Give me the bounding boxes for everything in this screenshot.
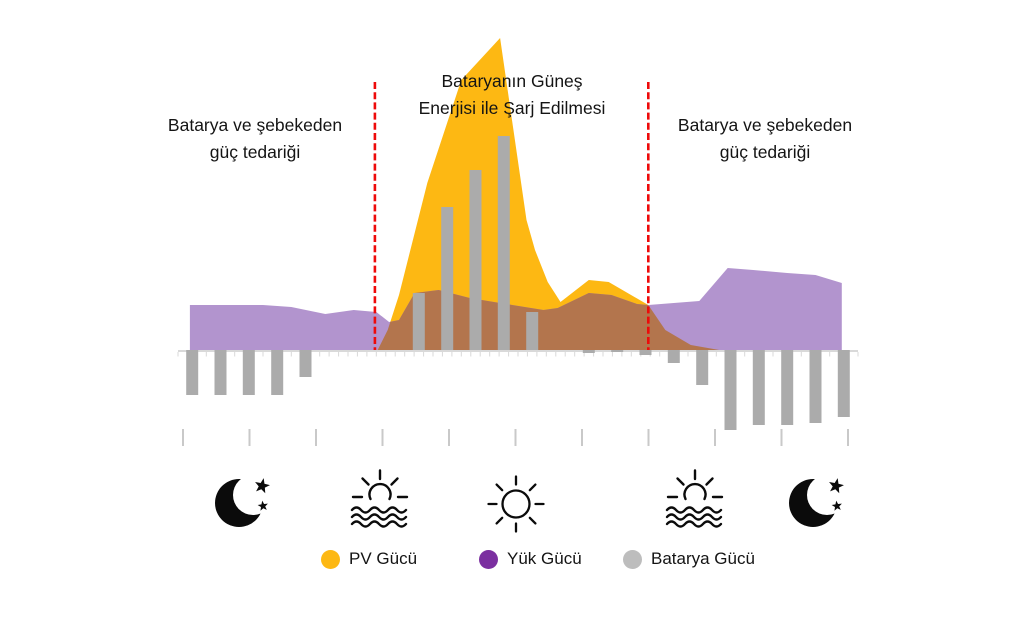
annotation-center: Bataryanın Güneş Enerjisi ile Şarj Edilm…: [367, 68, 657, 122]
battery-bar: [497, 136, 510, 350]
battery-bar: [752, 350, 765, 425]
sunrise-icon: [350, 469, 409, 528]
battery-bar: [299, 350, 312, 377]
battery-bar: [696, 350, 709, 385]
annotation-right-line1: Batarya ve şebekeden: [677, 115, 853, 135]
battery-bar: [469, 170, 482, 350]
annotation-center-line2: Enerjisi ile Şarj Edilmesi: [418, 98, 606, 118]
battery-bar: [582, 350, 595, 353]
load-legend-dot-icon: [479, 549, 498, 569]
legend-item-load: Yük Gücü: [479, 548, 582, 570]
annotation-left-line2: güç tedariği: [209, 142, 301, 162]
battery-bar: [724, 350, 737, 430]
annotation-right: Batarya ve şebekeden güç tedariği: [620, 112, 910, 166]
battery-bar: [639, 350, 652, 355]
battery-bar: [441, 207, 454, 350]
battery-bar: [271, 350, 284, 395]
pv-legend-label: PV Gücü: [349, 549, 418, 568]
annotation-center-line1: Bataryanın Güneş: [441, 71, 583, 91]
legend-item-pv: PV Gücü: [321, 548, 417, 570]
battery-bar: [667, 350, 680, 363]
annotation-left: Batarya ve şebekeden güç tedariği: [110, 112, 400, 166]
annotation-right-line2: güç tedariği: [719, 142, 811, 162]
pv-area: [377, 38, 720, 350]
battery-bar: [809, 350, 822, 423]
battery-legend-dot-icon: [623, 549, 642, 569]
battery-bar: [412, 293, 425, 350]
battery-bar: [526, 312, 539, 350]
sun-icon: [487, 475, 545, 533]
battery-bar: [837, 350, 850, 417]
moon-stars-icon: [789, 476, 846, 527]
battery-bar: [242, 350, 255, 395]
sunset-icon: [665, 469, 724, 528]
battery-bar: [186, 350, 199, 395]
battery-bar: [781, 350, 794, 425]
load-legend-label: Yük Gücü: [507, 549, 582, 568]
annotation-left-line1: Batarya ve şebekeden: [167, 115, 343, 135]
battery-bar: [611, 350, 624, 352]
battery-legend-label: Batarya Gücü: [651, 549, 755, 568]
moon-stars-icon: [215, 476, 272, 527]
pv-legend-dot-icon: [321, 549, 340, 569]
battery-bar: [214, 350, 227, 395]
legend-item-battery: Batarya Gücü: [623, 548, 755, 570]
